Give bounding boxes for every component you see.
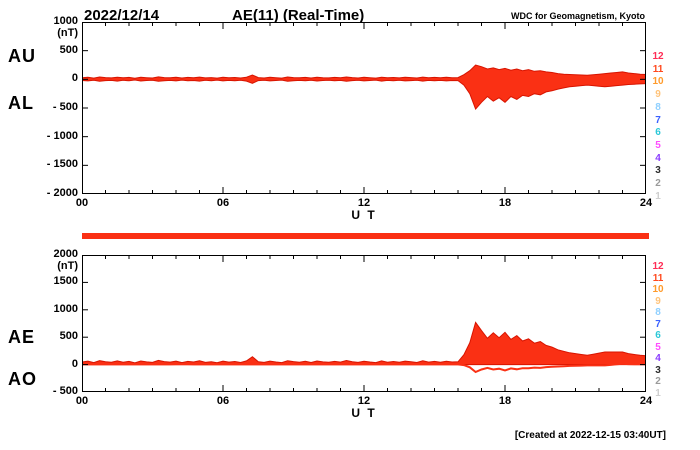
y-tick-label: 2000	[53, 248, 78, 260]
ut-axis-label-bottom: U T	[351, 406, 377, 420]
station-count-1-p1: 1	[655, 190, 661, 202]
y-tick-label: 500	[59, 43, 78, 56]
station-count-bar	[82, 233, 649, 239]
ae-axis-label: AE	[8, 327, 36, 347]
au-al-chart	[82, 22, 646, 194]
y-tick-label: 1000	[53, 15, 78, 27]
AE-AO-panel-area	[82, 321, 646, 366]
ao-axis-label: AO	[8, 369, 37, 389]
station-count-8-p2: 8	[655, 307, 661, 318]
y-tick-label: - 1000	[46, 129, 78, 142]
ae-ao-chart	[82, 255, 646, 392]
station-count-10-p2: 10	[652, 284, 664, 295]
x-tick-label: 24	[639, 197, 653, 209]
x-tick-label: 12	[357, 197, 371, 209]
station-count-5-p2: 5	[655, 341, 661, 353]
y-tick-label: 1000	[53, 302, 78, 315]
x-tick-label: 18	[498, 197, 512, 209]
station-count-3-p2: 3	[655, 364, 661, 376]
au-axis-label: AU	[8, 46, 36, 66]
data-source: WDC for Geomagnetism, Kyoto	[510, 11, 645, 21]
x-tick-label: 18	[498, 395, 512, 407]
plot-date: 2022/12/14	[84, 7, 160, 24]
x-tick-label: 00	[75, 395, 89, 407]
y-tick-label: - 500	[52, 101, 78, 113]
station-count-7-p1: 7	[655, 114, 661, 126]
station-count-11-p1: 11	[652, 63, 664, 75]
AU-AL-panel-band	[82, 64, 646, 111]
station-count-9-p1: 9	[655, 89, 661, 101]
al-axis-label: AL	[8, 93, 34, 113]
station-count-5-p1: 5	[655, 139, 661, 151]
station-count-7-p2: 7	[655, 318, 661, 330]
x-tick-label: 24	[639, 395, 653, 407]
x-tick-label: 06	[216, 395, 230, 407]
y-tick-label: 0	[71, 72, 78, 85]
y-tick-label: 1500	[53, 275, 78, 288]
station-count-1-p2: 1	[655, 387, 661, 399]
station-count-2-p1: 2	[655, 178, 661, 189]
y-tick-label: - 2000	[46, 187, 78, 199]
station-count-2-p2: 2	[655, 376, 661, 387]
station-count-8-p1: 8	[655, 101, 661, 113]
station-count-3-p1: 3	[655, 165, 661, 177]
station-count-12-p1: 12	[652, 51, 664, 62]
y-tick-label: 0	[71, 357, 78, 370]
y-axis-unit: (nT)	[57, 260, 78, 272]
y-axis-unit: (nT)	[57, 27, 78, 39]
plot-title: AE(11) (Real-Time)	[232, 7, 365, 24]
y-tick-label: - 500	[52, 385, 78, 397]
station-count-11-p2: 11	[652, 272, 664, 284]
x-tick-label: 12	[357, 395, 371, 407]
x-tick-label: 00	[75, 197, 89, 209]
y-tick-label: 500	[59, 330, 78, 343]
station-count-9-p2: 9	[655, 295, 661, 307]
AE-AO-panel-line	[82, 362, 646, 374]
station-count-6-p2: 6	[655, 330, 661, 341]
station-count-6-p1: 6	[655, 127, 661, 139]
station-count-4-p1: 4	[655, 152, 661, 164]
y-tick-label: - 1500	[46, 158, 78, 171]
x-tick-label: 06	[216, 197, 230, 209]
ut-axis-label-top: U T	[351, 208, 377, 222]
created-timestamp: [Created at 2022-12-15 03:40UT]	[514, 430, 666, 441]
station-count-4-p2: 4	[655, 353, 661, 364]
station-count-10-p1: 10	[652, 76, 664, 88]
station-count-12-p2: 12	[652, 261, 664, 272]
